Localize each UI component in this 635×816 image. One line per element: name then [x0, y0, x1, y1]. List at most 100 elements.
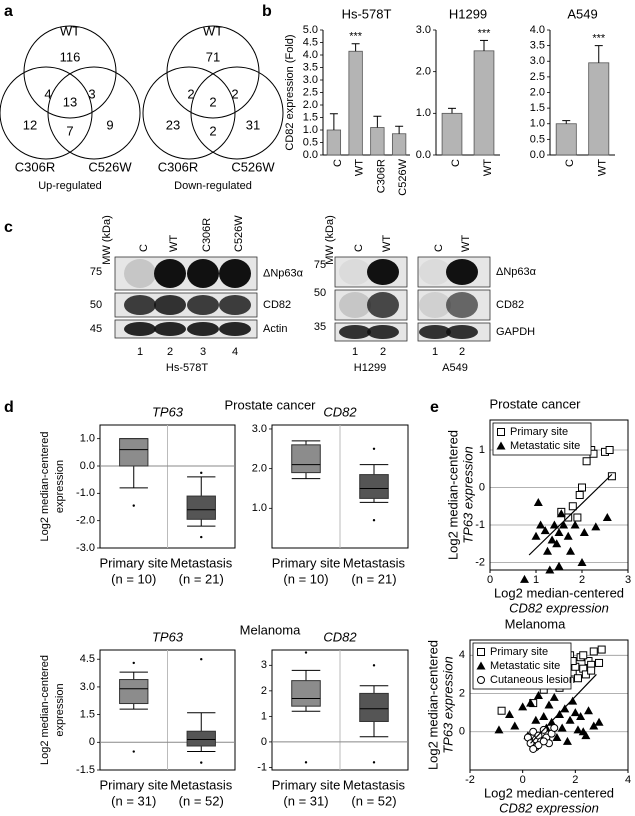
box: [359, 474, 389, 499]
lane-label: C: [433, 244, 445, 252]
mw-marker: 75: [90, 266, 102, 278]
point: [563, 531, 573, 540]
y-tick-label: 0.5: [530, 133, 545, 145]
mw-marker: 75: [314, 259, 326, 271]
blot-band: [219, 295, 251, 315]
point: [579, 651, 588, 660]
x-tick-label: Primary site: [99, 555, 168, 570]
point: [547, 535, 557, 544]
venn-count: 9: [106, 117, 113, 132]
point: [559, 520, 569, 529]
point: [582, 457, 591, 466]
chart-title: Hs-578T: [342, 6, 392, 21]
outlier: [372, 761, 376, 764]
point: [605, 446, 614, 454]
set-label: C306R: [15, 159, 55, 174]
point: [534, 741, 543, 750]
mw-marker: 50: [90, 299, 102, 311]
set-label: WT: [203, 23, 223, 38]
point: [578, 727, 588, 736]
y-tick-label: 0: [479, 481, 485, 493]
point: [544, 700, 554, 709]
point: [494, 725, 504, 734]
point: [570, 708, 580, 717]
y-axis-label: Log2 median-centered: [39, 655, 51, 765]
x-tick-label: WT: [354, 159, 366, 176]
chart-title: TP63: [152, 629, 184, 644]
box: [119, 438, 149, 467]
lane-label: C: [138, 244, 150, 252]
box: [186, 495, 216, 520]
venn-count: 2: [209, 123, 216, 138]
y-tick-label: -1: [475, 519, 485, 531]
lane-number: 2: [380, 346, 386, 358]
x-axis-label: CD82 expression: [509, 600, 609, 615]
point: [602, 513, 612, 521]
legend-label: Cutaneous lesion: [490, 674, 575, 686]
legend-marker: [476, 661, 486, 670]
x-tick-label: Metastasis: [343, 777, 406, 792]
point: [531, 715, 541, 724]
outlier: [372, 447, 376, 451]
y-axis-label: TP63 expression: [460, 446, 475, 544]
y-tick-label: -1.0: [76, 487, 95, 499]
x-tick-label: Primary site: [272, 777, 341, 792]
bar: [370, 127, 385, 156]
blot-band: [219, 322, 251, 336]
blot-band: [419, 325, 451, 339]
lane-number: 2: [459, 346, 465, 358]
chart-title: H1299: [449, 6, 487, 21]
y-tick-label: 2: [459, 687, 465, 699]
legend-box: [472, 642, 572, 690]
outlier: [200, 471, 203, 475]
x-tick-label: WT: [597, 159, 609, 176]
blot-band: [446, 292, 478, 318]
y-tick-label: 3.0: [80, 681, 95, 693]
x-tick-label: 2: [579, 574, 585, 586]
box: [291, 444, 321, 474]
point: [549, 692, 559, 701]
x-tick-label: C526W: [397, 158, 409, 195]
point: [497, 706, 506, 715]
point: [589, 647, 598, 656]
y-tick-label: 2.5: [530, 71, 545, 83]
point: [573, 725, 583, 734]
outlier: [304, 761, 308, 764]
y-tick-label: 1.0: [252, 502, 267, 514]
outlier: [200, 658, 203, 661]
band-label: ΔNp63α: [263, 267, 304, 279]
y-tick-label: 1: [261, 710, 267, 722]
blot-band: [419, 292, 451, 318]
y-tick-label: 4.0: [530, 24, 545, 36]
x-tick-label: C306R: [375, 159, 387, 193]
lane-label: C526W: [233, 215, 245, 252]
fit-line: [530, 673, 597, 744]
point: [539, 737, 548, 746]
blot-band: [187, 322, 219, 336]
point: [577, 558, 587, 566]
y-tick-label: 1.0: [80, 433, 95, 445]
blot-band: [124, 322, 156, 336]
point: [536, 520, 546, 529]
y-axis-label: TP63 expression: [440, 656, 455, 754]
point: [550, 723, 559, 732]
blot-band: [339, 292, 371, 318]
set-label: C306R: [158, 159, 198, 174]
outlier: [132, 750, 135, 753]
point: [584, 706, 593, 715]
venn-count: 31: [246, 117, 260, 132]
point: [543, 546, 552, 555]
chart-title: CD82: [323, 404, 357, 419]
x-tick-label: Metastasis: [170, 555, 233, 570]
bar: [588, 62, 610, 156]
point: [556, 509, 566, 518]
significance: ***: [349, 31, 363, 43]
y-tick-label: 3.5: [303, 61, 318, 73]
blot-band: [219, 259, 251, 288]
point: [526, 698, 536, 707]
band-label: CD82: [496, 299, 524, 311]
lane-number: 1: [352, 346, 358, 358]
panel-letter: c: [4, 219, 13, 236]
point: [568, 502, 577, 511]
